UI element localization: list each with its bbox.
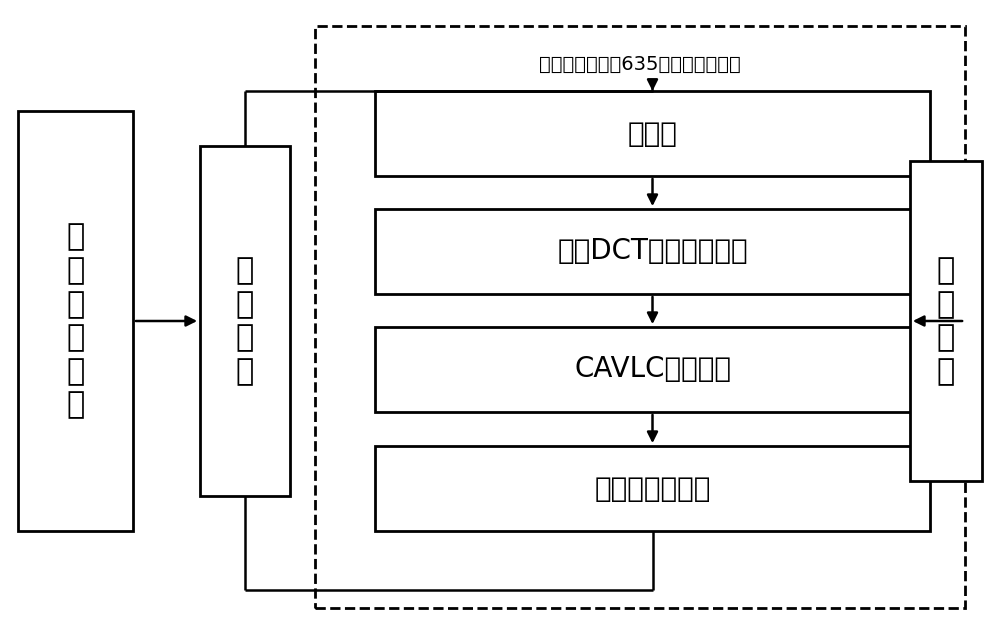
Bar xyxy=(200,146,290,496)
Text: 隐
写
分
析: 隐 写 分 析 xyxy=(937,256,955,386)
Text: 预处理: 预处理 xyxy=(628,120,677,148)
Bar xyxy=(375,91,930,176)
Text: 对每个帧组提取635维隐写分析特征: 对每个帧组提取635维隐写分析特征 xyxy=(539,55,741,74)
Bar xyxy=(315,26,965,608)
Text: 待
测
压
缩
视
频: 待 测 压 缩 视 频 xyxy=(66,223,85,420)
Bar xyxy=(375,209,930,294)
Text: 特征计算及提取: 特征计算及提取 xyxy=(594,474,711,502)
Bar xyxy=(375,327,930,412)
Bar xyxy=(910,161,982,481)
Text: 帧
组
划
分: 帧 组 划 分 xyxy=(236,256,254,386)
Bar xyxy=(375,446,930,531)
Text: 非零DCT系数个数分析: 非零DCT系数个数分析 xyxy=(557,237,748,265)
Text: CAVLC码字分析: CAVLC码字分析 xyxy=(574,356,731,384)
Bar xyxy=(18,111,133,531)
